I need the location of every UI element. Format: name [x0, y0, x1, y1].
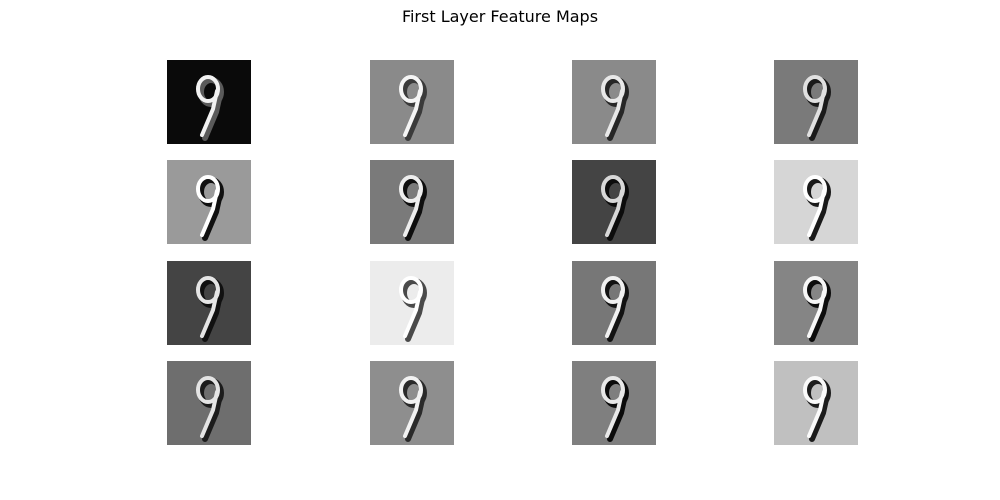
feature-map-7: [572, 160, 656, 244]
digit-shadow-edge: [805, 177, 831, 241]
digit-highlight-edge: [803, 276, 827, 338]
digit-highlight-edge: [399, 276, 423, 338]
digit-shadow-edge: [603, 378, 629, 442]
digit-shadow-edge: [805, 77, 831, 141]
digit-shadow-edge: [198, 378, 224, 442]
feature-map-2: [370, 60, 454, 144]
digit-highlight-edge: [196, 276, 220, 338]
feature-map-8: [774, 160, 858, 244]
digit-highlight-edge: [601, 75, 625, 137]
feature-map-16: [774, 361, 858, 445]
figure-title: First Layer Feature Maps: [401, 7, 599, 26]
feature-map-12: [774, 261, 858, 345]
feature-map-10: [370, 261, 454, 345]
digit-highlight-edge: [601, 175, 625, 237]
digit-highlight-edge: [601, 276, 625, 338]
feature-map-9: [167, 261, 251, 345]
digit-shadow-edge: [401, 77, 427, 141]
digit-highlight-edge: [601, 376, 625, 438]
digit-shadow-edge: [805, 278, 831, 342]
digit-highlight-edge: [803, 376, 827, 438]
digit-highlight-edge: [399, 75, 423, 137]
digit-highlight-edge: [399, 175, 423, 237]
digit-highlight-edge: [399, 376, 423, 438]
digit-highlight-edge: [803, 175, 827, 237]
digit-highlight-edge: [196, 376, 220, 438]
digit-shadow-edge: [603, 177, 629, 241]
digit-shadow-edge: [805, 378, 831, 442]
digit-highlight-edge: [196, 75, 220, 137]
feature-map-5: [167, 160, 251, 244]
feature-map-13: [167, 361, 251, 445]
feature-map-6: [370, 160, 454, 244]
feature-map-14: [370, 361, 454, 445]
feature-map-15: [572, 361, 656, 445]
digit-highlight-edge: [803, 75, 827, 137]
feature-map-4: [774, 60, 858, 144]
digit-shadow-edge: [198, 177, 224, 241]
feature-map-1: [167, 60, 251, 144]
feature-map-3: [572, 60, 656, 144]
digit-shadow-edge: [401, 177, 427, 241]
digit-shadow-edge: [198, 77, 224, 141]
digit-shadow-edge: [401, 278, 427, 342]
digit-shadow-edge: [603, 77, 629, 141]
feature-map-11: [572, 261, 656, 345]
digit-highlight-edge: [196, 175, 220, 237]
digit-shadow-edge: [401, 378, 427, 442]
digit-shadow-edge: [198, 278, 224, 342]
digit-shadow-edge: [603, 278, 629, 342]
